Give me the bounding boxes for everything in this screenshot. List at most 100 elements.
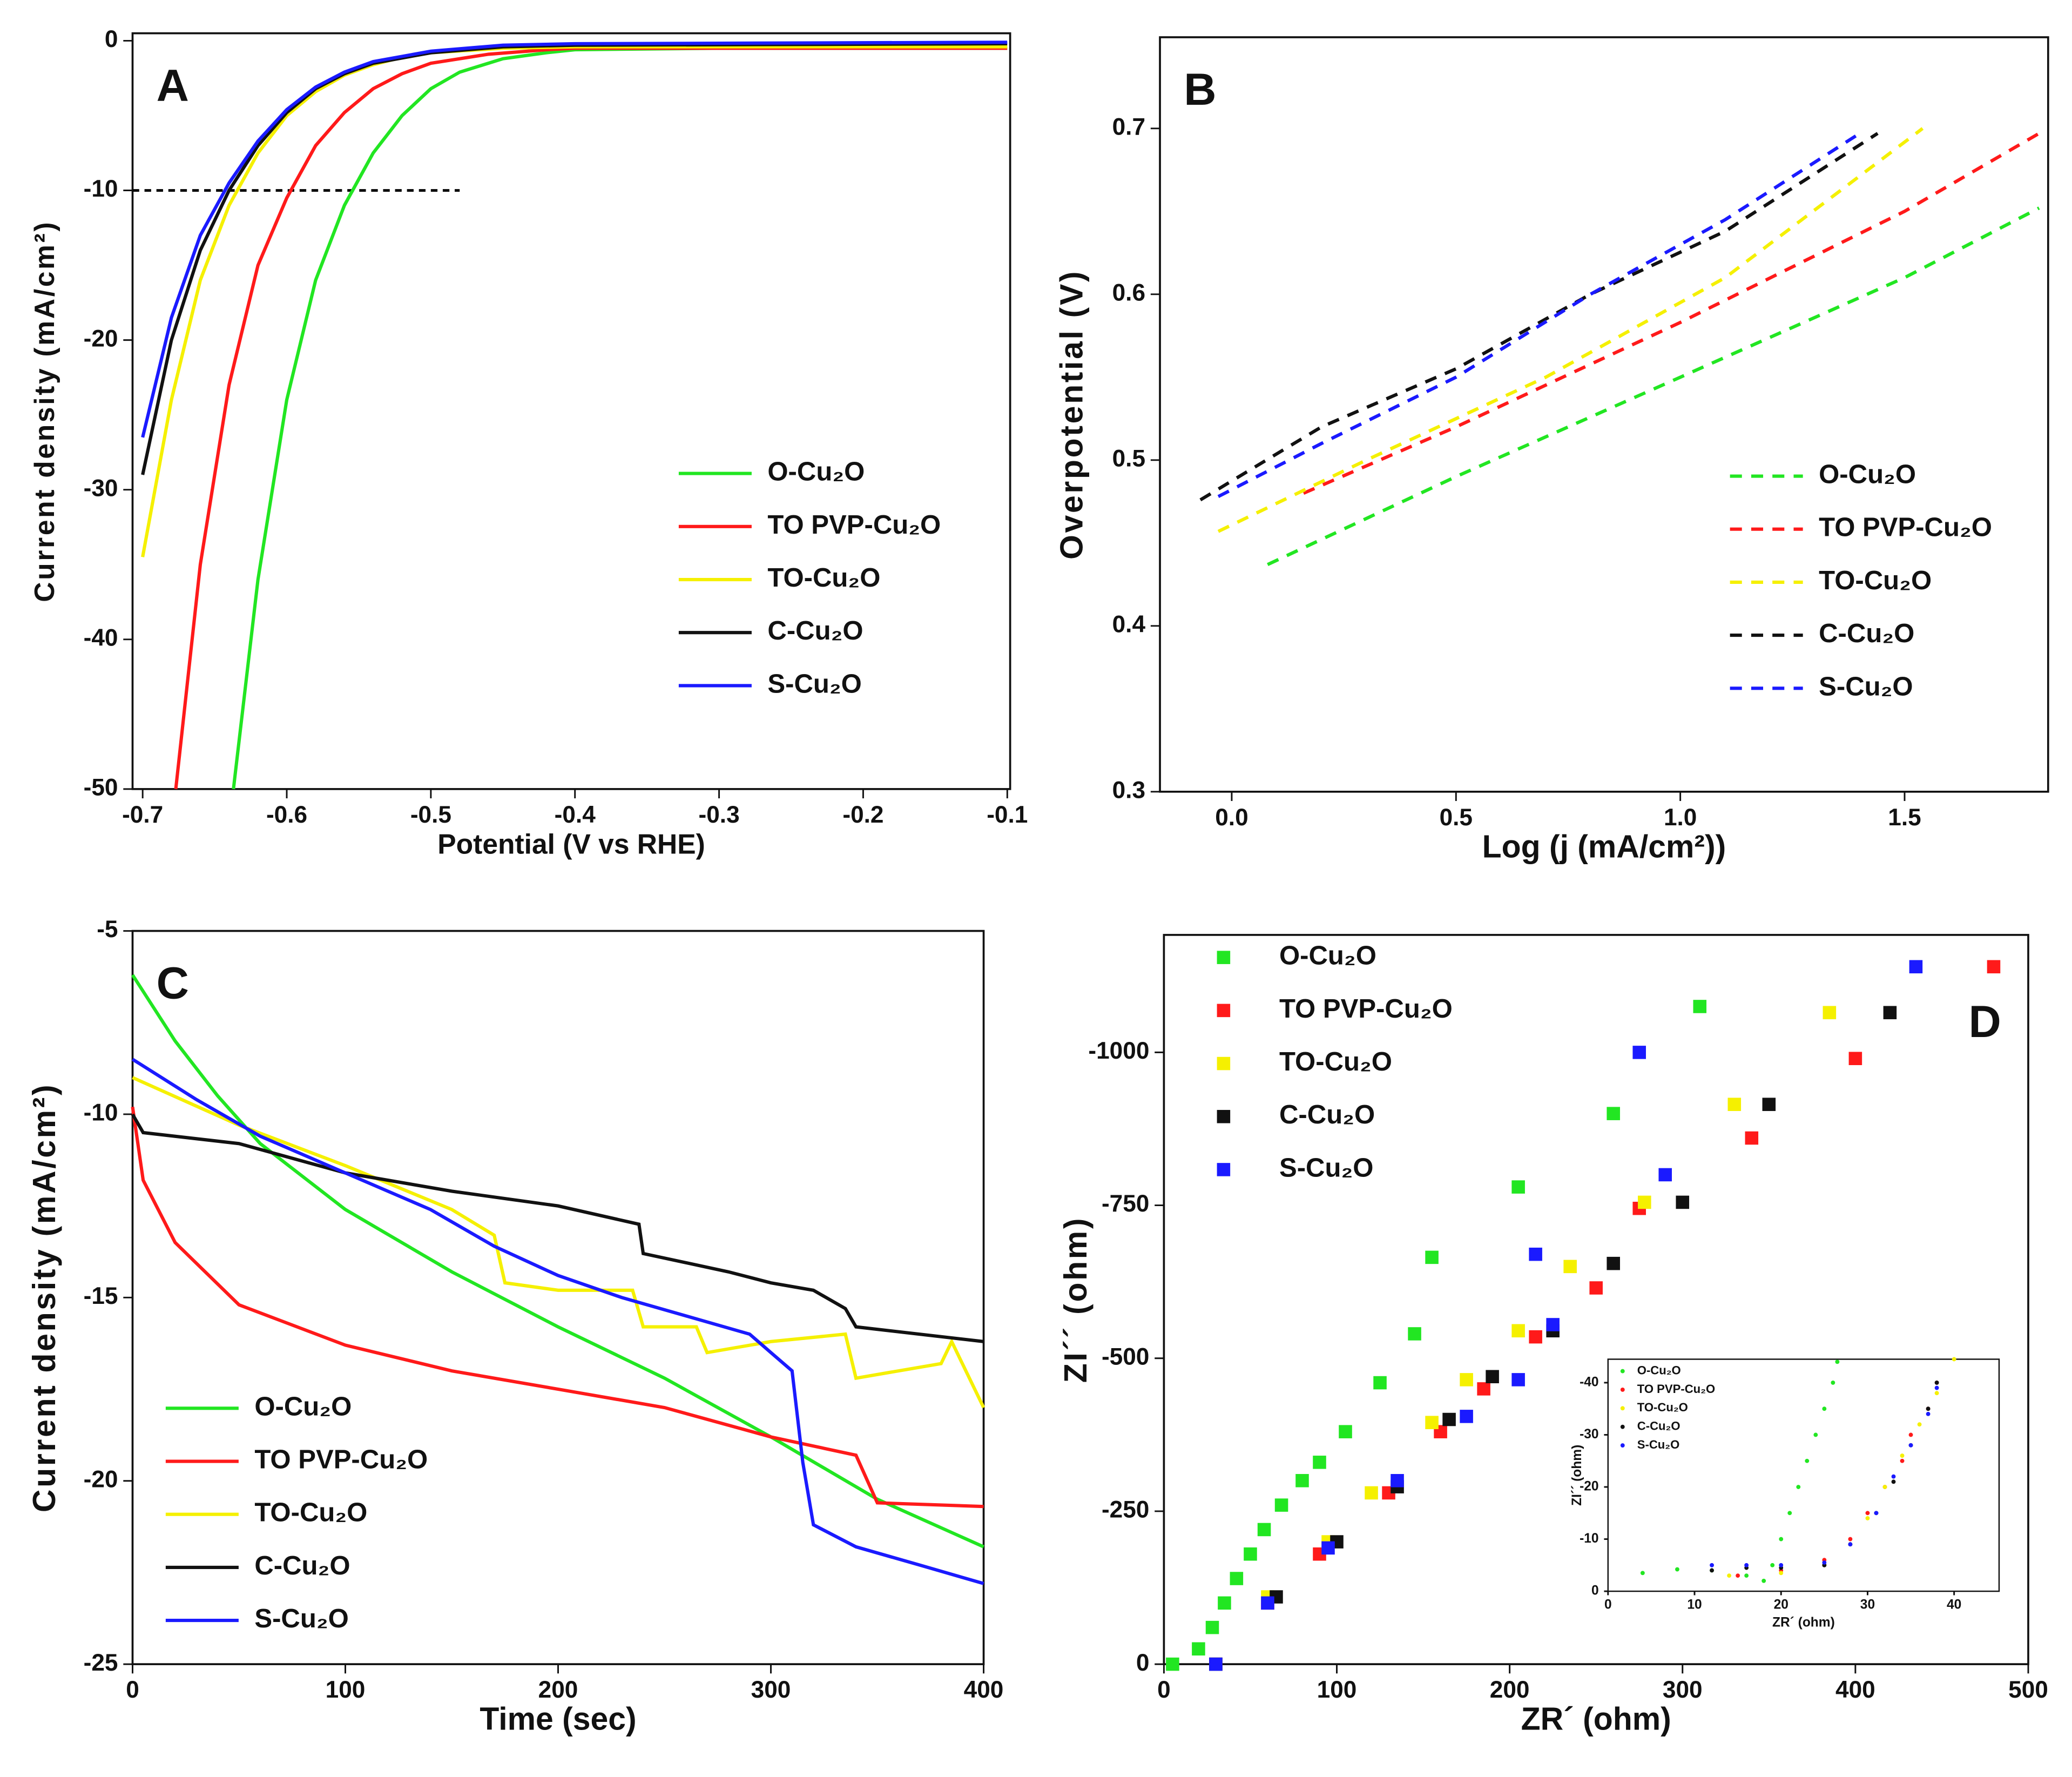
data-point (1909, 960, 1923, 974)
x-tick-label: 100 (326, 1677, 366, 1703)
legend-label: TO-Cu₂O (767, 563, 880, 593)
y-tick-label: -25 (84, 1650, 118, 1676)
data-point (1460, 1373, 1473, 1386)
data-point (1831, 1381, 1835, 1385)
data-point (1926, 1406, 1931, 1411)
plot-frame (131, 32, 1011, 790)
data-point (1779, 1563, 1784, 1567)
legend-label: TO PVP-Cu₂O (1279, 994, 1453, 1024)
data-point (1486, 1370, 1499, 1384)
x-tick-label: 0.5 (1440, 804, 1473, 831)
x-tick-label: 300 (751, 1677, 791, 1703)
data-point (1391, 1474, 1404, 1487)
legend-label: S-Cu₂O (767, 669, 861, 698)
data-point (1744, 1573, 1749, 1578)
data-point (1295, 1474, 1309, 1487)
data-point (1917, 1422, 1922, 1427)
x-tick-label: 0 (1157, 1677, 1171, 1703)
x-tick-label: 0.0 (1215, 804, 1248, 831)
x-tick-label: 400 (964, 1677, 1004, 1703)
legend-label: O-Cu₂O (767, 457, 865, 487)
legend-label: TO PVP-Cu₂O (1637, 1382, 1715, 1396)
y-tick-label: -5 (97, 916, 118, 943)
legend-swatch (1620, 1406, 1625, 1411)
data-point (1477, 1382, 1490, 1396)
legend-label: TO-Cu₂O (1279, 1047, 1392, 1076)
series-line (141, 42, 1008, 475)
x-tick-label: 40 (1947, 1597, 1961, 1612)
x-tick-label: 10 (1687, 1597, 1702, 1612)
x-axis-label: ZR´ (ohm) (1772, 1615, 1835, 1630)
data-point (1761, 1578, 1766, 1583)
x-tick-label: -0.4 (555, 802, 596, 828)
legend-swatch (1217, 1004, 1231, 1018)
x-tick-label: 30 (1860, 1597, 1875, 1612)
y-tick-label: -750 (1102, 1190, 1149, 1217)
legend-label: O-Cu₂O (1819, 460, 1916, 489)
data-point (1710, 1568, 1714, 1573)
data-point (1744, 1563, 1749, 1567)
y-axis-label: Current density (mA/cm²) (29, 220, 60, 602)
x-tick-label: -0.3 (699, 802, 740, 828)
legend-label: O-Cu₂O (1637, 1363, 1681, 1377)
x-tick-label: 500 (2008, 1677, 2048, 1703)
data-point (1675, 1567, 1679, 1572)
legend-swatch (1620, 1424, 1625, 1429)
series-line (1302, 132, 2040, 495)
data-point (1511, 1180, 1525, 1194)
data-point (1209, 1657, 1223, 1671)
data-point (1762, 1098, 1776, 1111)
data-point (1218, 1596, 1231, 1610)
data-point (1891, 1479, 1896, 1484)
series-line (131, 1106, 984, 1509)
data-point (1934, 1381, 1939, 1385)
data-point (1865, 1511, 1870, 1516)
data-point (1425, 1250, 1439, 1264)
x-axis-label: Time (sec) (480, 1702, 636, 1737)
data-point (1274, 1498, 1288, 1512)
data-point (1693, 1000, 1707, 1013)
data-point (1261, 1596, 1274, 1610)
y-tick-label: -40 (1580, 1375, 1598, 1389)
data-point (1511, 1324, 1525, 1338)
series-line (131, 1058, 984, 1585)
legend-swatch (1217, 1163, 1231, 1176)
data-point (1934, 1385, 1939, 1390)
y-tick-label: -40 (84, 624, 118, 651)
data-point (1640, 1571, 1645, 1576)
data-point (1632, 1046, 1646, 1059)
y-tick-label: -250 (1102, 1497, 1149, 1523)
y-axis-label: Overpotential (V) (1055, 270, 1090, 560)
series-line (1267, 206, 2040, 567)
data-point (1865, 1516, 1870, 1520)
legend-swatch (1620, 1369, 1625, 1374)
legend-label: S-Cu₂O (1637, 1438, 1680, 1451)
data-point (1638, 1195, 1651, 1209)
y-tick-label: -500 (1102, 1343, 1149, 1370)
data-point (1883, 1006, 1897, 1020)
y-tick-label: -30 (84, 475, 118, 501)
y-tick-label: -20 (84, 325, 118, 352)
data-point (1891, 1474, 1896, 1479)
data-point (1529, 1330, 1542, 1344)
x-tick-label: 20 (1774, 1597, 1788, 1612)
x-axis-label: Log (j (mA/cm²)) (1482, 829, 1726, 864)
y-axis-label: Current density (mA/cm²) (27, 1083, 62, 1512)
panel-label: B (1184, 64, 1216, 115)
data-point (1313, 1456, 1326, 1469)
inset-background (1608, 1359, 1999, 1592)
data-point (1339, 1425, 1352, 1438)
legend-label: TO-Cu₂O (1637, 1401, 1688, 1414)
x-tick-label: -0.5 (410, 802, 451, 828)
legend-swatch (1620, 1443, 1625, 1448)
data-point (1373, 1376, 1387, 1390)
data-point (1787, 1511, 1792, 1516)
data-point (1546, 1318, 1560, 1331)
data-point (1823, 1006, 1837, 1020)
data-point (1460, 1410, 1473, 1423)
y-tick-label: -50 (84, 775, 118, 801)
data-point (1425, 1416, 1439, 1429)
x-tick-label: 1.5 (1888, 804, 1921, 831)
y-tick-label: 0.3 (1112, 777, 1145, 803)
